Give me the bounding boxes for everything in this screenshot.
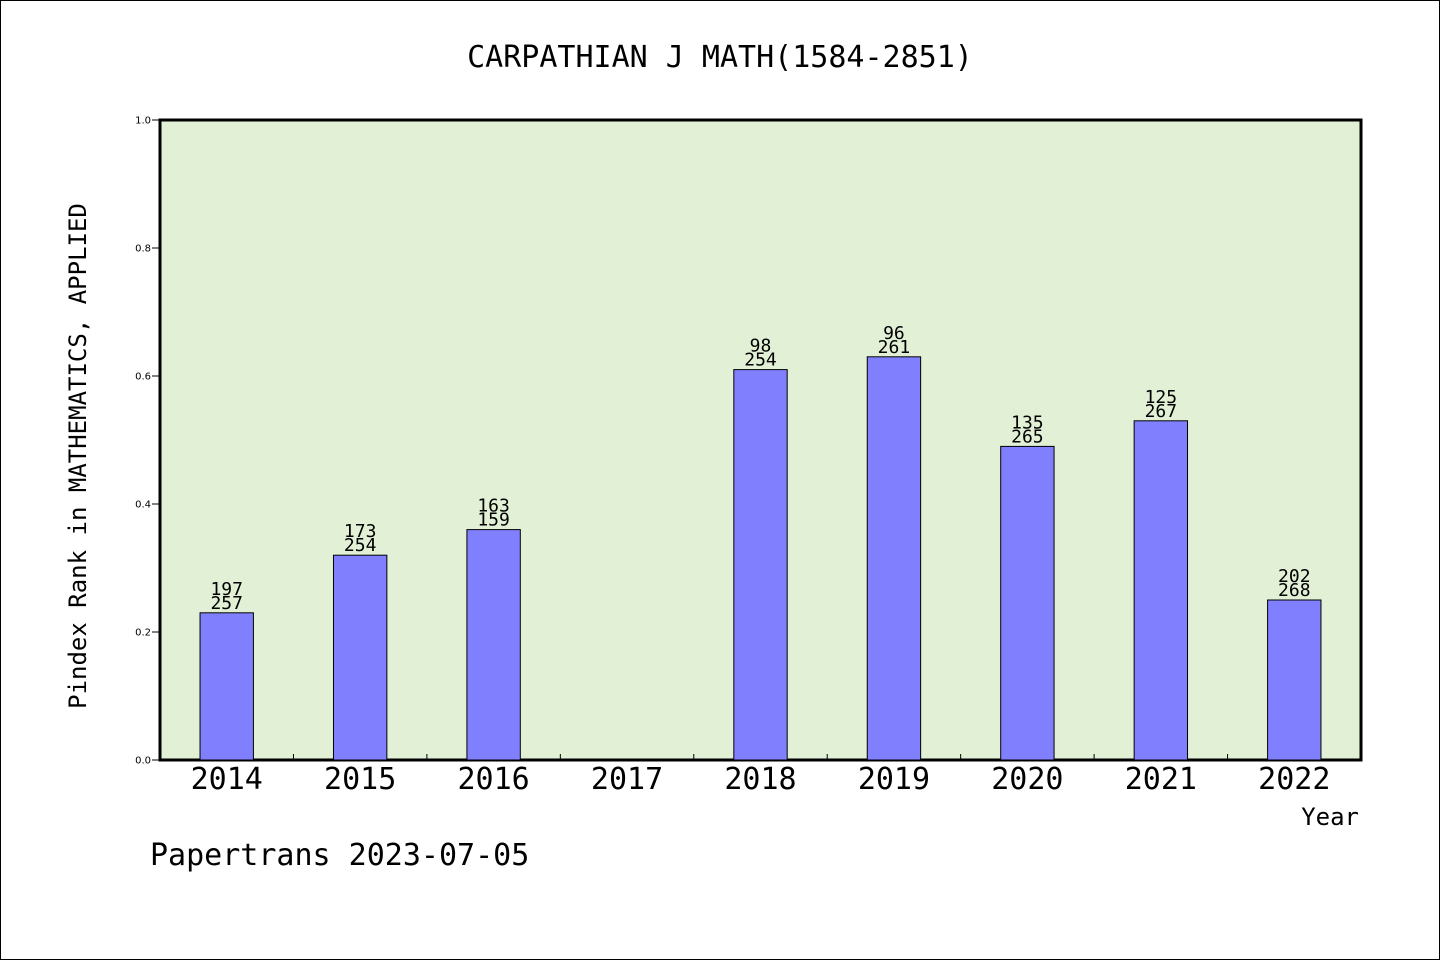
data-label-top: 197 bbox=[210, 579, 243, 600]
data-label-bottom: 261 bbox=[878, 337, 911, 358]
data-labels: 1972571732541631599825496261135265125267… bbox=[210, 323, 1310, 614]
data-label-top: 173 bbox=[344, 521, 377, 542]
bar-2014 bbox=[199, 612, 254, 761]
bar-2020 bbox=[1000, 445, 1055, 761]
x-tick-label: 2019 bbox=[858, 762, 930, 797]
bar-2021 bbox=[1133, 420, 1189, 761]
data-label-top: 98 bbox=[750, 336, 772, 357]
y-tick-label: 0.8 bbox=[135, 244, 151, 255]
y-axis-label: Pindex Rank in MATHEMATICS, APPLIED bbox=[64, 203, 92, 709]
y-tick-label: 0.6 bbox=[135, 372, 151, 383]
y-tick-label: 0.0 bbox=[135, 756, 151, 767]
x-tick-label: 2017 bbox=[591, 762, 663, 797]
x-tick-label: 2018 bbox=[724, 762, 796, 797]
footer-credit: Papertrans 2023-07-05 bbox=[150, 838, 529, 873]
y-axis-ticks: 0.0 0.2 0.4 0.6 0.8 1.0 bbox=[135, 116, 160, 767]
data-label-bottom: 265 bbox=[1011, 426, 1044, 447]
x-tick-label: 2020 bbox=[991, 762, 1063, 797]
bar-2015 bbox=[332, 554, 388, 761]
data-label-top: 135 bbox=[1011, 412, 1044, 433]
y-tick-label: 0.4 bbox=[135, 500, 151, 511]
bar-2019 bbox=[866, 356, 922, 761]
x-tick-label: 2014 bbox=[191, 762, 263, 797]
x-axis-label: Year bbox=[1301, 803, 1359, 831]
data-label-top: 202 bbox=[1278, 566, 1311, 587]
data-label-bottom: 254 bbox=[344, 535, 377, 556]
bar-2018 bbox=[733, 369, 788, 761]
data-label-top: 125 bbox=[1145, 387, 1178, 408]
data-label-bottom: 267 bbox=[1145, 401, 1178, 422]
data-label-top: 96 bbox=[883, 323, 905, 344]
data-label-bottom: 268 bbox=[1278, 580, 1311, 601]
x-tick-label: 2022 bbox=[1258, 762, 1330, 797]
bar-2016 bbox=[466, 529, 521, 761]
bar-2022 bbox=[1267, 599, 1322, 761]
y-tick-label: 1.0 bbox=[135, 116, 151, 127]
y-tick-label: 0.2 bbox=[135, 628, 151, 639]
data-label-bottom: 159 bbox=[477, 510, 510, 531]
x-axis-ticks: 2014 2015 2016 2017 2018 2019 2020 2021 2022 bbox=[191, 754, 1330, 797]
x-tick-label: 2021 bbox=[1125, 762, 1197, 797]
chart-title: CARPATHIAN J MATH(1584-2851) bbox=[467, 40, 973, 75]
bars bbox=[199, 356, 1322, 761]
data-label-bottom: 254 bbox=[744, 350, 777, 371]
x-tick-label: 2016 bbox=[457, 762, 529, 797]
data-label-top: 163 bbox=[477, 496, 510, 517]
x-tick-label: 2015 bbox=[324, 762, 396, 797]
data-label-bottom: 257 bbox=[210, 593, 243, 614]
